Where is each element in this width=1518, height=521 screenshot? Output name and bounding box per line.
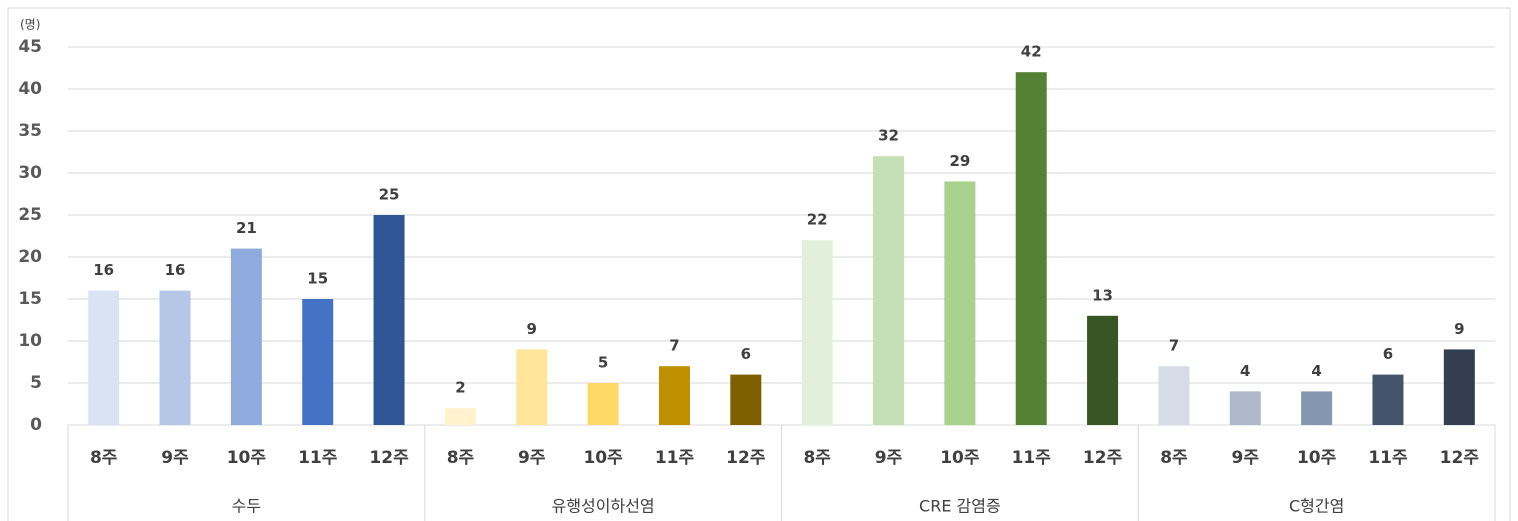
y-tick-label: 35 [18,121,42,141]
x-tick-label: 12주 [1440,448,1480,468]
bar [801,240,833,425]
group-label: CRE 감염증 [919,497,1001,516]
value-label: 6 [741,345,751,363]
value-label: 9 [1454,320,1464,338]
value-label: 29 [949,152,970,170]
y-tick-label: 10 [18,331,42,351]
x-tick-label: 10주 [1297,448,1337,468]
value-label: 22 [807,211,828,229]
group-label: 유행성이하선염 [552,497,655,516]
x-tick-label: 9주 [161,448,189,468]
value-label: 13 [1092,286,1113,304]
value-label: 32 [878,127,899,145]
bar [302,299,334,425]
x-tick-label: 9주 [875,448,903,468]
x-tick-label: 8주 [90,448,118,468]
y-tick-label: 25 [18,205,42,225]
value-label: 16 [93,261,114,279]
bar [1372,374,1404,425]
y-tick-label: 5 [30,373,42,393]
x-tick-label: 9주 [1232,448,1260,468]
value-label: 2 [455,379,465,397]
value-label: 16 [165,261,186,279]
bar [658,366,690,425]
value-label: 6 [1383,345,1393,363]
x-tick-label: 12주 [369,448,409,468]
x-tick-label: 11주 [1368,448,1408,468]
bar [1301,391,1333,425]
bar [1229,391,1261,425]
x-tick-label: 10주 [227,448,267,468]
x-tick-label: 11주 [655,448,695,468]
y-tick-label: 15 [18,289,42,309]
value-label: 15 [307,270,328,288]
x-tick-label: 9주 [518,448,546,468]
bar [159,290,191,425]
x-tick-label: 11주 [298,448,338,468]
y-tick-label: 30 [18,163,42,183]
bar [1015,72,1047,425]
bar [1087,315,1119,425]
y-tick-label: 0 [30,415,42,435]
bar [730,374,762,425]
x-tick-label: 12주 [1083,448,1123,468]
y-unit-label: (명) [20,18,40,32]
bar [587,383,619,425]
y-tick-label: 20 [18,247,42,267]
y-tick-label: 40 [18,79,42,99]
group-label: 수두 [232,497,261,516]
bar [873,156,905,425]
bar [88,290,120,425]
bar [516,349,548,425]
x-tick-label: 10주 [940,448,980,468]
x-tick-label: 8주 [447,448,475,468]
x-tick-label: 11주 [1012,448,1052,468]
bar [230,248,262,425]
chart-border [7,7,1511,521]
bar [944,181,976,425]
value-label: 5 [598,354,608,372]
x-tick-label: 10주 [583,448,623,468]
group-label: C형간염 [1289,497,1344,516]
x-tick-label: 8주 [1160,448,1188,468]
x-tick-label: 8주 [803,448,831,468]
value-label: 25 [379,186,400,204]
value-label: 4 [1240,362,1250,380]
bar [373,215,405,425]
value-label: 7 [669,337,679,355]
value-label: 42 [1021,43,1042,61]
value-label: 9 [527,320,537,338]
value-label: 21 [236,219,257,237]
y-tick-label: 45 [18,37,42,57]
bar [1158,366,1190,425]
value-label: 4 [1311,362,1321,380]
x-tick-label: 12주 [726,448,766,468]
bar [1443,349,1475,425]
value-label: 7 [1169,337,1179,355]
bar [444,408,476,425]
